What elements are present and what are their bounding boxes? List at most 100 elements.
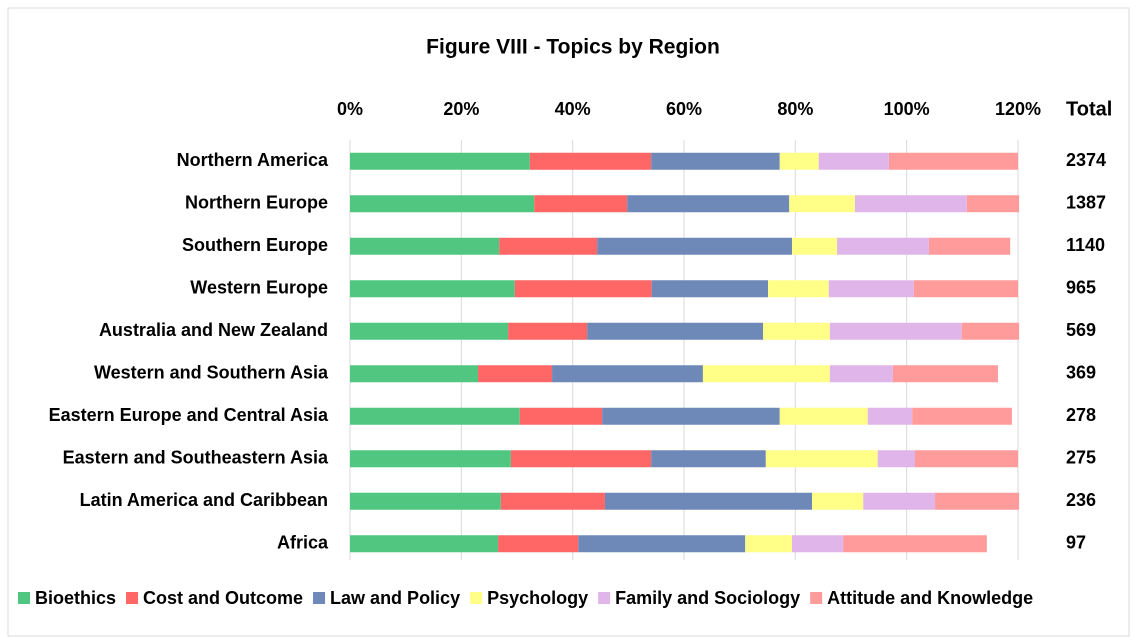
bar-segment — [552, 365, 703, 383]
y-tick-label: Eastern and Southeastern Asia — [63, 448, 329, 468]
bar-segment — [915, 450, 1018, 468]
bar-segment — [765, 450, 878, 468]
y-tick-label: Latin America and Caribbean — [80, 490, 328, 510]
total-header: Total — [1066, 98, 1112, 120]
bar-segment — [892, 365, 998, 383]
legend-swatch — [313, 592, 326, 604]
bar-segment — [514, 280, 652, 298]
bar-segment — [961, 322, 1020, 340]
chart-title: Figure VIII - Topics by Region — [426, 36, 720, 59]
bar-segment — [779, 407, 868, 425]
x-tick-label: 120% — [995, 99, 1041, 119]
bar-segment — [627, 195, 790, 213]
bar-segment — [350, 407, 520, 425]
bar-segment — [500, 492, 605, 510]
total-value: 965 — [1066, 278, 1096, 298]
bar-segment — [651, 152, 780, 170]
x-tick-label: 40% — [555, 99, 591, 119]
legend-swatch — [470, 592, 483, 604]
bar-segment — [877, 450, 916, 468]
bar-segment — [350, 237, 500, 255]
total-value: 369 — [1066, 363, 1096, 383]
bar-segment — [843, 535, 987, 553]
y-tick-label: Africa — [277, 533, 329, 553]
legend-label: Bioethics — [35, 588, 116, 608]
bar-segment — [763, 322, 830, 340]
y-tick-label: Northern America — [177, 150, 329, 170]
bar-segment — [350, 492, 501, 510]
total-value: 278 — [1066, 405, 1096, 425]
chart-frame — [7, 7, 1130, 637]
bar-segment — [818, 152, 889, 170]
bar-segment — [779, 152, 819, 170]
bar-segment — [913, 280, 1018, 298]
bar-segment — [828, 280, 914, 298]
bar-segment — [602, 407, 780, 425]
total-value: 97 — [1066, 533, 1086, 553]
bar-segment — [935, 492, 1020, 510]
bar-segment — [350, 535, 499, 553]
bar-segment — [519, 407, 603, 425]
y-tick-label: Southern Europe — [182, 235, 328, 255]
total-value: 2374 — [1066, 150, 1106, 170]
bar-segment — [508, 322, 588, 340]
bar-segment — [768, 280, 829, 298]
bar-segment — [499, 237, 598, 255]
total-value: 569 — [1066, 320, 1096, 340]
bar-segment — [578, 535, 746, 553]
bar-segment — [829, 322, 962, 340]
total-value: 275 — [1066, 448, 1096, 468]
bar-segment — [837, 237, 929, 255]
y-tick-label: Northern Europe — [185, 193, 328, 213]
legend-label: Law and Policy — [330, 588, 460, 608]
bar-segment — [912, 407, 1012, 425]
bar-segment — [888, 152, 1018, 170]
bar-segment — [350, 365, 479, 383]
legend-swatch — [598, 592, 611, 604]
legend-swatch — [810, 592, 823, 604]
bar-segment — [350, 450, 511, 468]
bar-segment — [534, 195, 628, 213]
total-value: 1140 — [1066, 235, 1105, 255]
bar-segment — [587, 322, 764, 340]
bar-segment — [350, 322, 509, 340]
bar-segment — [604, 492, 813, 510]
legend-label: Attitude and Knowledge — [827, 588, 1033, 608]
legend-swatch — [18, 592, 30, 604]
y-tick-label: Western and Southern Asia — [94, 363, 329, 383]
bar-segment — [529, 152, 652, 170]
total-value: 1387 — [1066, 193, 1106, 213]
bar-segment — [867, 407, 913, 425]
bar-segment — [478, 365, 553, 383]
bar-segment — [854, 195, 967, 213]
bar-segment — [966, 195, 1020, 213]
bar-segment — [745, 535, 792, 553]
bar-segment — [498, 535, 579, 553]
legend-swatch — [126, 592, 139, 604]
bar-segment — [812, 492, 864, 510]
y-tick-label: Western Europe — [190, 278, 328, 298]
bar-segment — [350, 195, 535, 213]
bar-segment — [791, 237, 838, 255]
total-value: 236 — [1066, 490, 1096, 510]
bar-segment — [350, 152, 530, 170]
legend-label: Cost and Outcome — [143, 588, 303, 608]
bar-segment — [863, 492, 936, 510]
bar-segment — [702, 365, 830, 383]
legend-label: Family and Sociology — [615, 588, 800, 608]
bar-segment — [791, 535, 844, 553]
bar-segment — [789, 195, 855, 213]
bar-segment — [651, 280, 769, 298]
x-tick-label: 60% — [666, 99, 702, 119]
bar-segment — [597, 237, 792, 255]
x-tick-label: 100% — [884, 99, 930, 119]
x-tick-label: 0% — [337, 99, 363, 119]
bar-segment — [829, 365, 893, 383]
x-tick-label: 80% — [777, 99, 813, 119]
y-tick-label: Eastern Europe and Central Asia — [49, 405, 329, 425]
bar-segment — [510, 450, 652, 468]
bar-segment — [350, 280, 515, 298]
x-tick-label: 20% — [443, 99, 479, 119]
legend-label: Psychology — [487, 588, 588, 608]
